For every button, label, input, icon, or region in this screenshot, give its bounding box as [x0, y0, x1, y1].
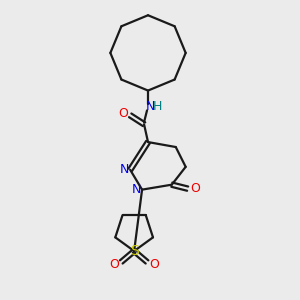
Text: N: N: [145, 100, 155, 113]
Text: O: O: [149, 258, 159, 272]
Text: N: N: [120, 163, 129, 176]
Text: O: O: [190, 182, 200, 195]
Text: H: H: [153, 100, 163, 113]
Text: O: O: [118, 107, 128, 120]
Text: N: N: [131, 183, 141, 196]
Text: S: S: [130, 244, 139, 258]
Text: O: O: [110, 258, 119, 272]
